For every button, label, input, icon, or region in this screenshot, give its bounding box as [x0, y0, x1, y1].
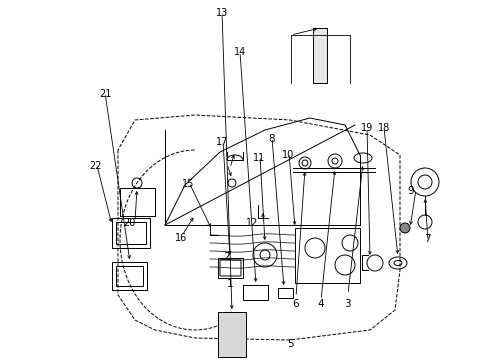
- Text: 19: 19: [360, 123, 372, 133]
- Bar: [120, 188, 155, 216]
- Text: 20: 20: [123, 218, 136, 228]
- Text: 12: 12: [245, 218, 258, 228]
- Text: 7: 7: [424, 234, 430, 244]
- Bar: [116, 222, 146, 244]
- Bar: [243, 285, 267, 300]
- Bar: [116, 266, 142, 286]
- Text: 14: 14: [233, 47, 245, 57]
- Bar: [278, 288, 292, 298]
- Bar: [112, 262, 147, 290]
- Text: 21: 21: [99, 89, 111, 99]
- Bar: [218, 258, 243, 278]
- Text: 4: 4: [316, 299, 323, 309]
- Bar: [294, 228, 359, 283]
- Text: 2: 2: [223, 252, 229, 262]
- Text: 9: 9: [407, 186, 413, 196]
- Text: 18: 18: [377, 123, 389, 133]
- Text: 22: 22: [89, 161, 102, 171]
- Bar: [312, 28, 326, 83]
- Text: 11: 11: [252, 153, 265, 163]
- Bar: [218, 312, 245, 357]
- Text: 8: 8: [267, 134, 274, 144]
- Text: 1: 1: [226, 279, 233, 289]
- Text: 13: 13: [216, 8, 228, 18]
- Text: 5: 5: [287, 339, 294, 349]
- Text: 10: 10: [282, 150, 294, 160]
- Circle shape: [399, 223, 409, 233]
- Bar: [112, 218, 150, 248]
- Text: 15: 15: [182, 179, 194, 189]
- Text: 3: 3: [343, 299, 350, 309]
- Text: 17: 17: [216, 137, 228, 147]
- Text: 6: 6: [292, 299, 299, 309]
- Text: 16: 16: [174, 233, 187, 243]
